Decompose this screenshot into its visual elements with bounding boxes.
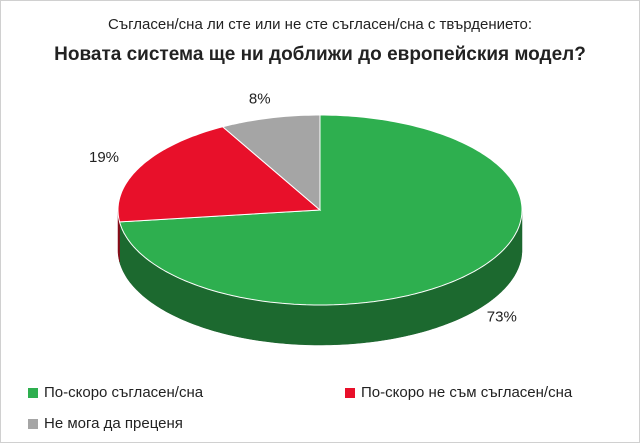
pie-slice: [221, 114, 321, 212]
legend-swatch: [28, 419, 38, 429]
legend-swatch: [28, 388, 38, 398]
chart-subtitle: Съгласен/сна ли сте или не сте съгласен/…: [108, 16, 532, 33]
data-label: 73%: [487, 308, 517, 325]
data-label: 19%: [89, 149, 119, 166]
chart-title: Новата система ще ни доближи до европейс…: [54, 44, 586, 65]
legend-swatch: [345, 388, 355, 398]
data-label: 8%: [249, 91, 271, 108]
legend-label: По-скоро съгласен/сна: [44, 384, 204, 401]
pie-slice: [118, 114, 523, 306]
pie-slice: [117, 126, 322, 223]
legend-label: По-скоро не съм съгласен/сна: [361, 384, 573, 401]
legend-label: Не мога да преценя: [44, 415, 183, 432]
